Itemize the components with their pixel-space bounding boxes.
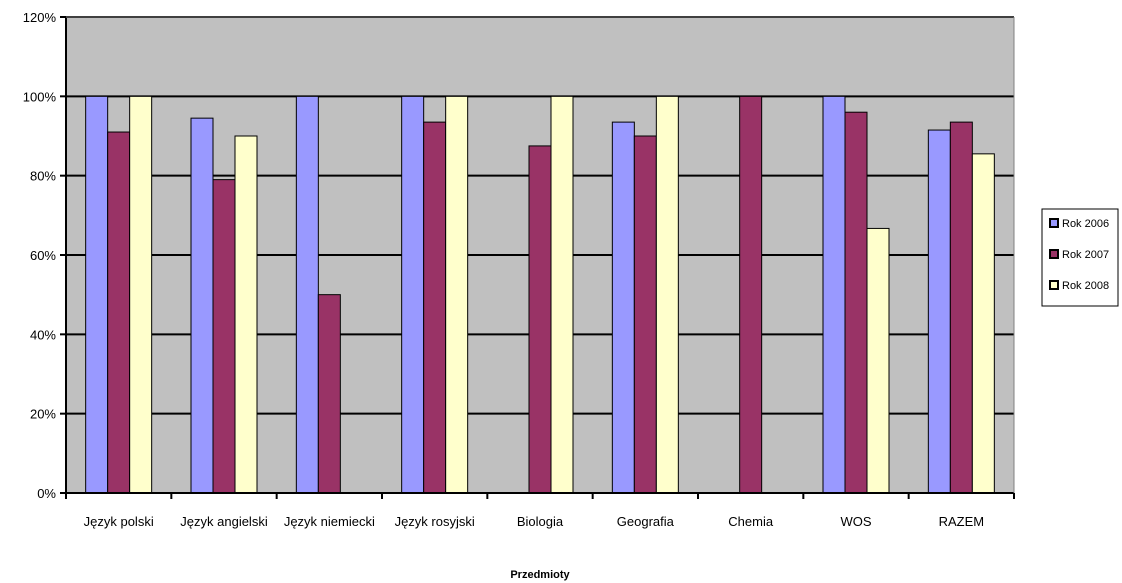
- y-tick-label: 80%: [30, 169, 56, 184]
- x-tick-label: Język polski: [84, 514, 154, 529]
- y-axis-ticks: 0% 20% 40% 60% 80% 100% 120%: [23, 10, 66, 501]
- x-tick-label: Biologia: [517, 514, 564, 529]
- bar: [611, 121, 635, 494]
- legend-label: Rok 2008: [1062, 280, 1109, 292]
- y-tick-label: 20%: [30, 407, 56, 422]
- x-tick-label: Język rosyjski: [395, 514, 475, 529]
- bar: [633, 135, 657, 494]
- x-tick-label: Język angielski: [180, 514, 268, 529]
- x-tick-label: RAZEM: [939, 514, 985, 529]
- bar: [739, 95, 763, 494]
- y-tick-label: 60%: [30, 248, 56, 263]
- bar: [927, 129, 951, 494]
- x-tick-label: Język niemiecki: [284, 514, 375, 529]
- x-axis-ticks: Język polski Język angielski Język niemiec…: [65, 493, 1015, 529]
- legend-label: Rok 2007: [1062, 249, 1109, 261]
- bars: [85, 95, 995, 494]
- bar: [822, 95, 846, 494]
- legend-swatch: [1049, 249, 1059, 259]
- bar: [212, 179, 236, 494]
- x-tick-label: Geografia: [617, 514, 675, 529]
- bar: [401, 95, 425, 494]
- y-tick-label: 120%: [23, 10, 57, 25]
- bar: [971, 153, 995, 494]
- bar: [550, 95, 574, 494]
- bar: [190, 117, 214, 494]
- bar: [234, 135, 258, 494]
- legend-label: Rok 2006: [1062, 218, 1109, 230]
- y-tick-label: 100%: [23, 89, 57, 104]
- y-tick-label: 40%: [30, 327, 56, 342]
- bar: [866, 227, 890, 494]
- bar: [949, 121, 973, 494]
- bar: [107, 131, 131, 494]
- bar: [129, 95, 153, 494]
- x-tick-label: WOS: [840, 514, 871, 529]
- bar: [423, 121, 447, 494]
- x-tick-label: Chemia: [728, 514, 774, 529]
- bar: [317, 294, 341, 494]
- bar: [445, 95, 469, 494]
- legend-swatch: [1049, 280, 1059, 290]
- bar: [528, 145, 552, 494]
- x-axis-label: Przedmioty: [510, 569, 570, 581]
- bar: [85, 95, 109, 494]
- bar: [655, 95, 679, 494]
- legend-swatch: [1049, 218, 1059, 228]
- y-tick-label: 0%: [37, 486, 56, 501]
- bar: [295, 95, 319, 494]
- legend: Rok 2006 Rok 2007 Rok 2008: [1041, 208, 1119, 307]
- bar: [844, 111, 868, 494]
